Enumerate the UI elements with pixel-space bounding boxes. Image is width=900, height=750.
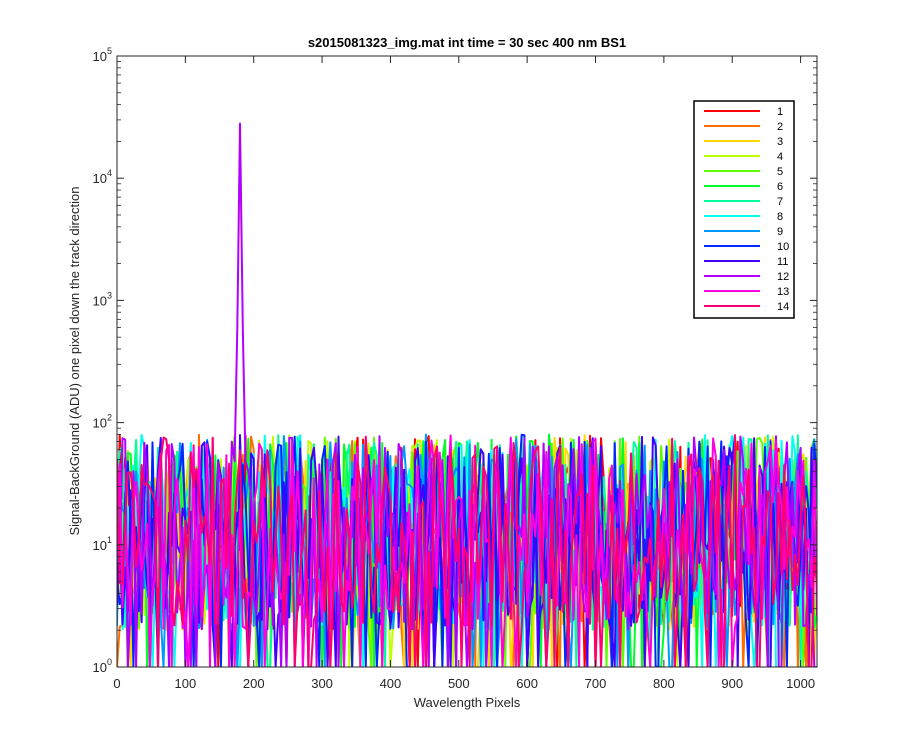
y-tick-label: 102 [93,413,112,431]
x-tick-label: 400 [380,676,402,691]
y-tick-exponent: 3 [107,290,112,300]
y-tick-label: 105 [93,46,112,64]
y-tick-base: 10 [93,171,107,186]
y-tick-label: 104 [93,168,112,186]
series-line-14 [117,434,817,667]
x-tick-label: 100 [175,676,197,691]
legend-label-7: 7 [777,196,783,208]
legend-label-6: 6 [777,181,783,193]
y-tick-base: 10 [93,49,107,64]
y-tick-exponent: 4 [107,168,112,178]
series-line-12 [117,122,817,667]
x-tick-label: 500 [448,676,470,691]
x-tick-label: 900 [721,676,743,691]
x-tick-label: 200 [243,676,265,691]
y-tick-base: 10 [93,416,107,431]
y-tick-exponent: 5 [107,46,112,56]
x-tick-label: 600 [516,676,538,691]
x-tick-label: 300 [311,676,333,691]
y-tick-base: 10 [93,660,107,675]
series-line-13 [117,434,817,667]
y-tick-label: 101 [93,535,112,553]
legend-label-9: 9 [777,226,783,238]
axes-box [116,55,818,668]
x-tick-label: 800 [653,676,675,691]
y-tick-exponent: 2 [107,413,112,423]
legend-box [693,100,795,319]
legend-label-13: 13 [777,286,789,298]
legend-label-12: 12 [777,271,789,283]
x-tick-label: 0 [113,676,120,691]
y-tick-label: 100 [93,657,112,675]
legend-label-3: 3 [777,136,783,148]
legend-label-10: 10 [777,241,789,253]
y-axis-label: Signal-BackGround (ADU) one pixel down t… [67,186,82,535]
y-tick-exponent: 1 [107,535,112,545]
legend-label-1: 1 [777,106,783,118]
legend-label-11: 11 [777,256,788,268]
chart-title: s2015081323_img.mat int time = 30 sec 40… [308,35,626,50]
y-tick-base: 10 [93,293,107,308]
legend-label-2: 2 [777,121,783,133]
series-group [117,122,817,667]
legend-label-8: 8 [777,211,783,223]
y-tick-base: 10 [93,538,107,553]
y-tick-exponent: 0 [107,657,112,667]
ticks: 0 100 200 300 400 500 600 700 800 900 100010010110… [93,46,817,691]
x-axis-label: Wavelength Pixels [414,695,521,710]
legend-label-14: 14 [777,301,789,313]
legend-label-4: 4 [777,151,783,163]
x-tick-label: 1000 [786,676,815,691]
x-tick-label: 700 [585,676,607,691]
y-tick-label: 103 [93,290,112,308]
legend-label-5: 5 [777,166,783,178]
